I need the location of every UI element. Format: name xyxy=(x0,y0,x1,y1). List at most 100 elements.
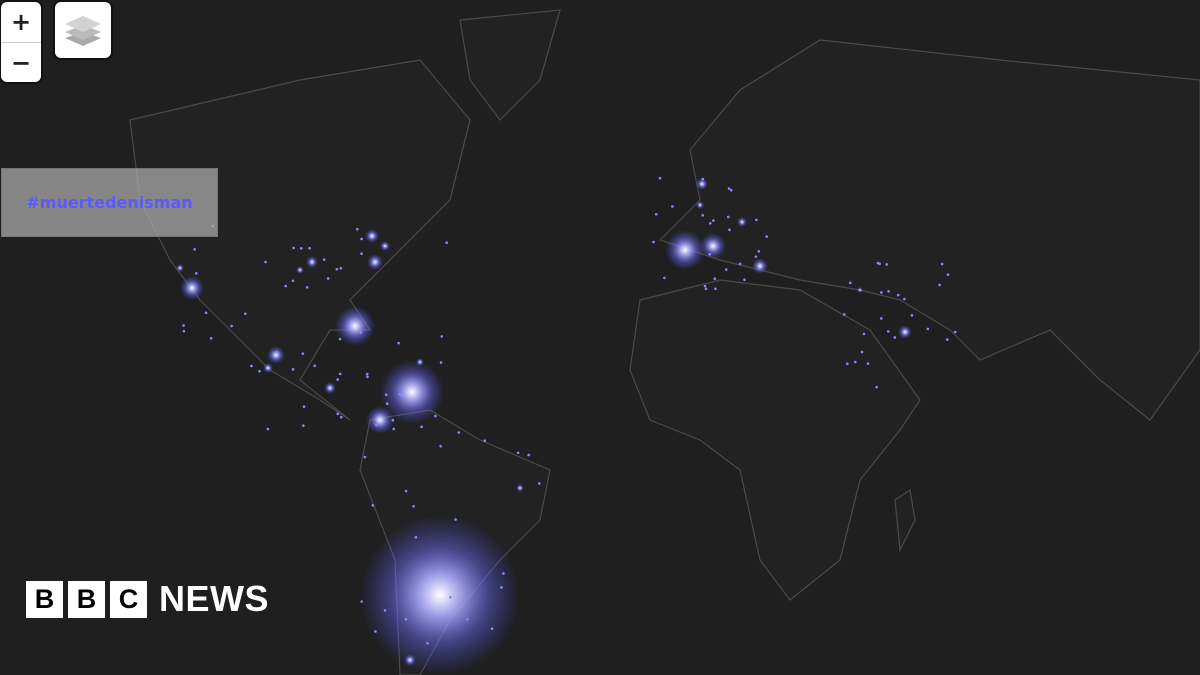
tweet-dot xyxy=(392,427,396,431)
tweet-dot xyxy=(391,418,395,422)
tweet-dot xyxy=(896,293,900,297)
tweet-dot xyxy=(404,489,408,493)
tweet-hotspot xyxy=(665,230,705,270)
tweet-dot xyxy=(339,266,343,270)
tweet-dot xyxy=(842,313,846,316)
tweet-dot xyxy=(302,424,305,427)
tweet-dot xyxy=(448,596,452,599)
tweet-dot xyxy=(727,187,731,190)
tweet-hotspot xyxy=(324,382,336,394)
tweet-dot xyxy=(878,262,881,266)
tweet-dot xyxy=(490,627,494,631)
tweet-dot xyxy=(853,360,857,364)
tweet-dot xyxy=(360,252,363,255)
tweet-dot xyxy=(848,281,852,285)
tweet-hotspot xyxy=(335,306,375,346)
tweet-hotspot xyxy=(365,229,379,243)
tweet-dot xyxy=(875,385,878,389)
tweet-dot xyxy=(887,289,890,293)
tweet-dot xyxy=(313,364,317,368)
tweet-dot xyxy=(483,439,487,443)
tweet-dot xyxy=(204,311,208,315)
tweet-dot xyxy=(434,414,437,418)
hashtag-label: #muertedenisman xyxy=(1,168,218,237)
tweet-dot xyxy=(275,351,279,354)
logo-letter: B xyxy=(26,580,63,618)
tweet-hotspot xyxy=(296,266,304,274)
tweet-hotspot xyxy=(404,654,416,666)
tweet-dot xyxy=(663,276,666,280)
tweet-dot xyxy=(754,255,758,258)
tweet-dot xyxy=(537,482,541,485)
tweet-hotspot xyxy=(752,258,768,274)
tweet-dot xyxy=(738,262,742,266)
tweet-dot xyxy=(712,219,715,222)
tweet-dot xyxy=(397,341,400,345)
tweet-dot xyxy=(299,247,303,250)
layers-icon xyxy=(65,16,101,46)
tweet-hotspot xyxy=(380,360,444,424)
tweet-dot xyxy=(516,451,520,455)
tweet-dot xyxy=(209,336,213,340)
tweet-dot xyxy=(360,600,363,603)
tweet-dot xyxy=(439,361,443,364)
tweet-dot xyxy=(713,277,717,281)
logo-letter: C xyxy=(110,580,147,618)
tweet-dot xyxy=(757,250,761,253)
logo-letter: B xyxy=(68,580,105,618)
tweet-dot xyxy=(866,362,870,365)
tweet-hotspot xyxy=(176,264,184,272)
tweet-dot xyxy=(302,405,306,408)
tweet-dot xyxy=(926,327,930,331)
tweet-dot xyxy=(420,425,423,429)
tweet-hotspot xyxy=(696,178,708,190)
tweet-dot xyxy=(439,444,442,448)
tweet-dot xyxy=(383,609,387,612)
tweet-dot xyxy=(366,375,369,379)
tweet-dot xyxy=(258,369,261,373)
bbc-news-logo: B B C NEWS xyxy=(26,578,269,620)
tweet-dot xyxy=(292,246,295,250)
tweet-dot xyxy=(704,287,708,291)
tweet-dot xyxy=(398,392,401,396)
tweet-dot xyxy=(371,504,375,507)
tweet-hotspot xyxy=(263,363,273,373)
tweet-hotspot xyxy=(700,233,726,259)
tweet-dot xyxy=(708,253,712,256)
tweet-dot xyxy=(266,427,270,431)
tweet-dot xyxy=(384,393,388,396)
tweet-dot xyxy=(322,258,326,261)
tweet-dot xyxy=(701,177,705,181)
tweet-dot xyxy=(880,291,883,294)
tweet-dot xyxy=(291,368,295,371)
tweet-dot xyxy=(886,330,890,333)
tweet-dot xyxy=(726,215,730,219)
tweet-dot xyxy=(880,317,883,320)
tweet-dot xyxy=(701,213,705,217)
tweet-dot xyxy=(457,431,461,434)
tweet-dot xyxy=(291,279,295,283)
zoom-in-button[interactable]: + xyxy=(1,2,41,43)
tweet-dot xyxy=(658,176,662,180)
tweet-dot xyxy=(765,235,769,238)
tweet-dot xyxy=(893,336,897,339)
continent-outlines xyxy=(129,9,1200,675)
tweet-hotspot xyxy=(857,287,863,293)
tweet-dot xyxy=(703,284,707,288)
zoom-out-button[interactable]: − xyxy=(10,49,32,77)
tweet-hotspot xyxy=(180,276,204,300)
layers-button[interactable] xyxy=(55,2,111,58)
tweet-dot xyxy=(230,324,233,328)
tweet-dot xyxy=(182,329,186,333)
tweet-dot xyxy=(743,278,746,282)
tweet-dot xyxy=(728,228,731,232)
tweet-dot xyxy=(360,237,363,241)
tweet-dot xyxy=(193,247,196,251)
tweet-hotspot xyxy=(737,217,747,227)
tweet-dot xyxy=(182,324,185,327)
tweet-dot xyxy=(359,331,363,334)
tweet-dot xyxy=(654,212,658,216)
tweet-dot xyxy=(940,262,944,266)
tweet-dot xyxy=(194,272,198,275)
